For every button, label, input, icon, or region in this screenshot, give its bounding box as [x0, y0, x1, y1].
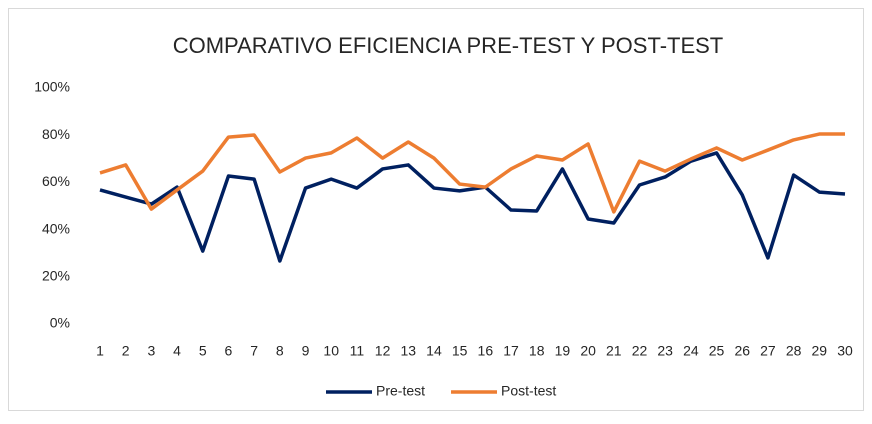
x-tick-label: 24	[683, 343, 699, 359]
x-tick-label: 2	[122, 343, 130, 359]
x-tick-label: 21	[606, 343, 622, 359]
x-tick-label: 16	[478, 343, 494, 359]
x-tick-label: 3	[147, 343, 155, 359]
x-tick-label: 18	[529, 343, 545, 359]
x-tick-label: 7	[250, 343, 258, 359]
y-tick-label: 100%	[34, 79, 70, 95]
x-tick-label: 6	[225, 343, 233, 359]
y-tick-label: 0%	[50, 315, 70, 331]
x-tick-label: 27	[760, 343, 776, 359]
x-tick-label: 25	[709, 343, 725, 359]
x-tick-label: 4	[173, 343, 181, 359]
x-tick-label: 11	[350, 343, 365, 359]
y-tick-label: 80%	[42, 126, 70, 142]
x-tick-label: 8	[276, 343, 284, 359]
line-series	[99, 132, 845, 214]
x-tick-label: 17	[503, 343, 519, 359]
x-tick-label: 9	[302, 343, 310, 359]
x-tick-label: 29	[812, 343, 828, 359]
x-tick-label: 28	[786, 343, 802, 359]
x-tick-label: 23	[657, 343, 673, 359]
x-tick-label: 20	[580, 343, 596, 359]
x-tick-label: 12	[375, 343, 391, 359]
x-tick-label: 15	[452, 343, 468, 359]
x-tick-label: 13	[400, 343, 416, 359]
x-tick-label: 5	[199, 343, 207, 359]
x-tick-label: 26	[734, 343, 750, 359]
x-tick-label: 10	[323, 343, 339, 359]
x-tick-label: 14	[426, 343, 442, 359]
line-series	[99, 151, 846, 263]
x-tick-label: 1	[96, 343, 104, 359]
y-tick-label: 40%	[42, 220, 70, 236]
chart-title: COMPARATIVO EFICIENCIA PRE-TEST Y POST-T…	[173, 33, 724, 58]
legend-label: Pre-test	[376, 383, 425, 399]
y-tick-label: 60%	[42, 173, 70, 189]
x-tick-label: 19	[555, 343, 571, 359]
y-tick-label: 20%	[42, 268, 70, 284]
legend-label: Post-test	[501, 383, 556, 399]
x-tick-label: 30	[837, 343, 853, 359]
x-tick-label: 22	[632, 343, 648, 359]
